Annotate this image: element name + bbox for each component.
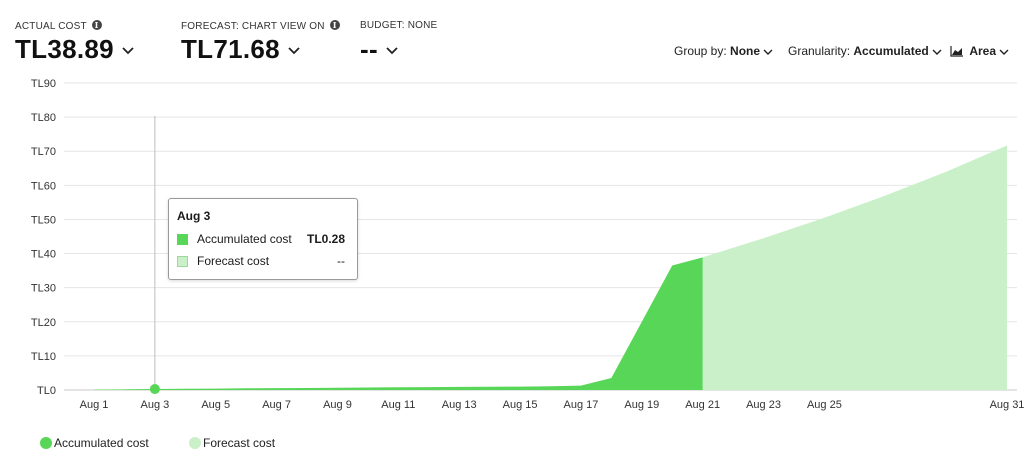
legend-dot <box>189 437 201 449</box>
chart-type-dropdown[interactable]: Area <box>950 44 1009 58</box>
x-tick-label: Aug 21 <box>685 399 720 411</box>
kpi-forecast-label: FORECAST: CHART VIEW ON <box>181 21 325 32</box>
kpi-actual-value: TL38.89 <box>15 34 114 64</box>
tooltip-row-value: -- <box>337 254 345 268</box>
y-tick-label: TL20 <box>31 317 56 329</box>
x-tick-label: Aug 31 <box>990 399 1024 411</box>
info-icon[interactable]: i <box>91 20 102 30</box>
group-by-value: None <box>730 44 761 58</box>
y-tick-label: TL0 <box>37 385 56 397</box>
chevron-down-icon[interactable] <box>287 46 301 56</box>
x-tick-label: Aug 1 <box>80 399 109 411</box>
x-tick-label: Aug 13 <box>442 399 477 411</box>
legend-label: Forecast cost <box>203 436 276 450</box>
granularity-dropdown[interactable]: Granularity: Accumulated <box>788 44 942 58</box>
kpi-value: -- <box>360 34 399 65</box>
chevron-down-icon <box>999 49 1009 55</box>
x-tick-label: Aug 7 <box>262 399 291 411</box>
kpi-label: FORECAST: CHART VIEW ON i <box>181 20 340 32</box>
kpi-label: ACTUAL COST i <box>15 20 102 32</box>
y-tick-label: TL80 <box>31 112 56 124</box>
kpi-forecast-value: TL71.68 <box>181 34 280 64</box>
series-area <box>94 257 703 390</box>
kpi-value: TL38.89 <box>15 34 135 65</box>
y-tick-label: TL50 <box>31 214 56 226</box>
x-tick-label: Aug 3 <box>140 399 169 411</box>
legend-item-accumulated[interactable]: Accumulated cost <box>40 436 149 450</box>
kpi-actual-label: ACTUAL COST <box>15 21 87 32</box>
tooltip-row-name: Accumulated cost <box>197 232 292 246</box>
y-tick-label: TL30 <box>31 283 56 295</box>
kpi-budget-label: BUDGET: NONE <box>360 20 438 31</box>
cost-area-chart[interactable]: TL0 TL10 TL20 TL30 TL40 TL50 TL60 TL70 TL80 TL90 A… <box>0 70 1024 420</box>
chart-type-value: Area <box>969 44 997 58</box>
granularity-value: Accumulated <box>853 44 929 58</box>
area-chart-icon <box>950 46 963 57</box>
tooltip-swatch <box>177 233 188 245</box>
chevron-down-icon[interactable] <box>385 46 399 56</box>
group-by-dropdown[interactable]: Group by: None <box>674 44 773 58</box>
legend-dot <box>40 437 52 449</box>
legend-label: Accumulated cost <box>54 436 149 450</box>
tooltip-swatch <box>177 255 188 267</box>
group-by-label: Group by: <box>674 44 727 58</box>
x-tick-label: Aug 23 <box>746 399 781 411</box>
series-area <box>702 145 1007 390</box>
x-tick-label: Aug 11 <box>381 399 415 411</box>
x-tick-label: Aug 25 <box>807 399 842 411</box>
info-icon[interactable]: i <box>329 20 340 30</box>
chevron-down-icon[interactable] <box>121 46 135 56</box>
y-tick-label: TL70 <box>31 146 56 158</box>
y-tick-label: TL60 <box>31 180 56 192</box>
granularity-label: Granularity: <box>788 44 851 58</box>
kpi-label: BUDGET: NONE <box>360 20 437 31</box>
chart-tooltip: Aug 3 Accumulated cost TL0.28 Forecast c… <box>168 198 358 280</box>
y-tick-label: TL40 <box>31 249 56 261</box>
kpi-value: TL71.68 <box>181 34 301 65</box>
x-tick-label: Aug 15 <box>503 399 538 411</box>
tooltip-row-name: Forecast cost <box>197 254 270 268</box>
x-tick-label: Aug 9 <box>323 399 352 411</box>
x-tick-label: Aug 17 <box>563 399 598 411</box>
legend-item-forecast[interactable]: Forecast cost <box>189 436 275 450</box>
chevron-down-icon <box>932 49 942 55</box>
x-tick-label: Aug 5 <box>201 399 230 411</box>
tooltip-row: Accumulated cost TL0.28 <box>177 232 345 246</box>
chevron-down-icon <box>763 49 773 55</box>
x-tick-label: Aug 19 <box>624 399 659 411</box>
y-tick-label: TL10 <box>31 351 56 363</box>
tooltip-row-value: TL0.28 <box>306 232 345 246</box>
tooltip-title: Aug 3 <box>177 209 211 223</box>
highlighted-point <box>149 384 160 395</box>
kpi-budget-value: -- <box>360 34 378 64</box>
tooltip-row: Forecast cost -- <box>177 254 345 268</box>
y-tick-label: TL90 <box>31 78 56 90</box>
